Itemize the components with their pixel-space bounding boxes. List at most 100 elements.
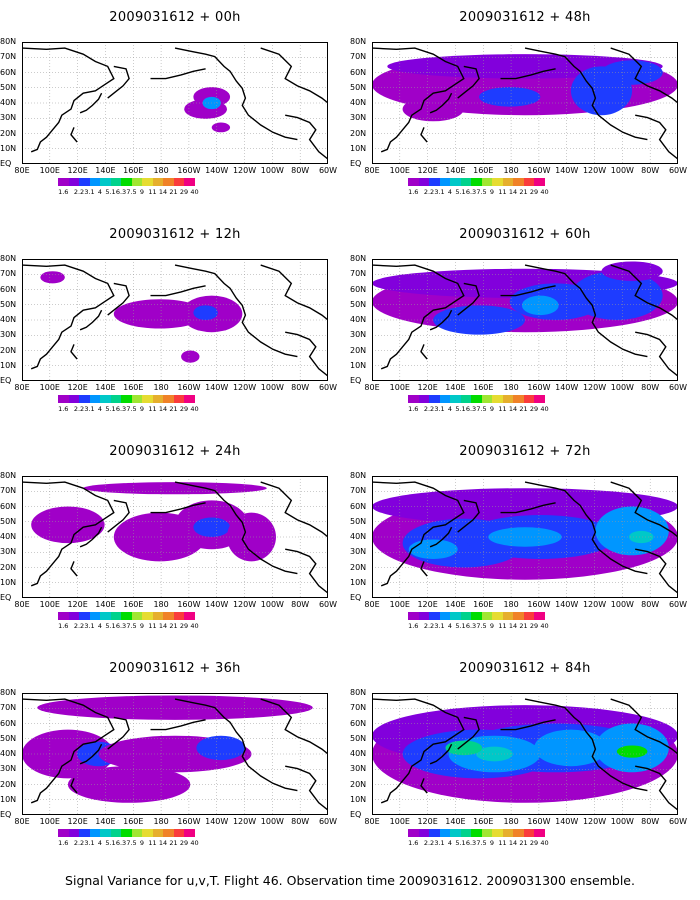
colorbar-label: 3.1 [434,622,445,630]
map-panel: 2009031612 + 00h 80N 70N 60N 50N 40N 30N 20N 10N… [0,0,350,225]
colorbar-swatch [68,612,79,620]
variance-field [616,745,648,758]
coastline [372,47,465,153]
lon-label: 140W [555,383,579,392]
colorbar-label: 4 [447,188,453,196]
colorbar-swatch [450,612,461,620]
colorbar-label: 11 [148,188,157,196]
lat-label: 40N [350,532,367,541]
coastline [260,47,328,104]
lon-label: 120W [232,166,257,175]
variance-field [433,305,525,335]
colorbar-label: 21 [519,622,528,630]
colorbar-label: 3.1 [434,188,445,196]
colorbar-swatch [121,829,132,837]
coastline [150,285,206,297]
lon-label: 160E [473,817,494,826]
coastline [174,264,298,358]
lon-label: 160W [527,600,551,609]
coastline [79,92,103,114]
colorbar-label: 14 [158,405,168,413]
lon-label: 160W [177,383,201,392]
lat-label: EQ [350,810,362,819]
colorbar-swatch [492,612,503,620]
lon-label: 80W [641,166,660,175]
lon-label: 140E [95,817,116,826]
colorbar-swatch [121,395,132,403]
lon-label: 120W [232,817,257,826]
map-panel: 2009031612 + 36h 80N 70N 60N 50N 40N 30N 20N 10N… [0,651,350,876]
lon-label: 100W [610,166,634,175]
colorbar-swatch [79,395,90,403]
colorbar-swatch [450,178,461,186]
colorbar-swatch [68,178,79,186]
coastline [429,92,453,114]
map-panel: 2009031612 + 72h 80N 70N 60N 50N 40N 30N 20N 10N… [350,434,700,659]
colorbar-swatch [408,829,419,837]
coastline [457,282,480,316]
colorbar-label: 14 [158,839,168,847]
lat-label: 80N [0,254,17,263]
lat-label: 30N [0,547,17,557]
colorbar-label: 6.3 [465,405,477,413]
lon-label: 60W [668,383,688,392]
lat-label: 30N [350,764,367,774]
colorbar-label: 11 [498,188,507,196]
colorbar-swatch [58,612,69,620]
variance-field [211,122,231,133]
map-panel: 2009031612 + 24h 80N 70N 60N 50N 40N 30N 20N 10N… [0,434,350,659]
coastline [429,309,453,331]
lon-label: 100W [610,600,634,609]
colorbar-swatch [131,395,142,403]
colorbar-label: 7.5 [476,188,487,196]
colorbar-swatch [408,178,419,186]
colorbar-swatch [523,829,534,837]
lat-label: 20N [0,128,17,138]
variance-field [113,299,206,329]
variance-field [196,735,246,761]
colorbar-swatch [100,178,111,186]
colorbar-swatch [142,178,153,186]
map-plot [372,42,678,164]
colorbar-swatch [523,395,534,403]
lon-label: 160W [177,166,201,175]
colorbar-swatch [471,612,482,620]
coastline [420,127,428,143]
lon-label: 140W [555,166,579,175]
lat-label: 80N [350,254,367,263]
map-plot [372,476,678,598]
coastline [610,481,678,538]
colorbar-swatch [418,178,429,186]
lon-label: 120W [582,600,607,609]
colorbar-label: 40 [540,405,549,413]
colorbar-label: 21 [519,405,528,413]
colorbar-swatch [408,395,419,403]
lat-label: 50N [0,299,17,309]
lon-label: 140E [95,166,116,175]
lon-label: 180 [153,817,169,826]
colorbar-swatch [89,612,100,620]
lon-label: 140W [555,600,579,609]
lat-label: 30N [0,113,17,123]
colorbar-label: 5.1 [455,188,466,196]
map-panel: 2009031612 + 12h 80N 70N 60N 50N 40N 30N 20N 10N… [0,217,350,442]
colorbar-swatch [523,612,534,620]
lat-label: 60N [350,284,367,294]
colorbar-swatch [502,612,513,620]
coastline [70,778,78,794]
lon-label: 80E [14,600,30,609]
colorbar-swatch [110,395,121,403]
map-frame [22,476,328,598]
colorbar-swatch [513,395,524,403]
colorbar-label: 2.2 [73,188,85,196]
lat-label: 30N [0,330,17,340]
lat-label: 10N [350,143,367,153]
colorbar-swatch [418,395,429,403]
lat-label: EQ [0,159,12,168]
colorbar-label: 4 [447,839,453,847]
colorbar-swatch [471,395,482,403]
variance-field [570,271,663,320]
colorbar-label: 2.2 [423,405,435,413]
variance-field [193,517,231,537]
colorbar-label: 6.3 [465,839,477,847]
